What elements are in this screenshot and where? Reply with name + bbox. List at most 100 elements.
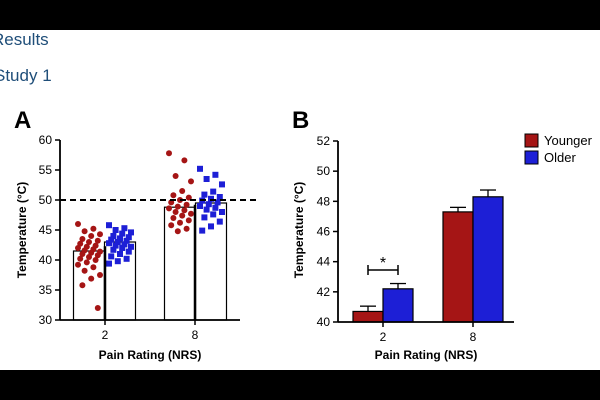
- data-point-younger-2: [81, 228, 88, 235]
- data-point-older-8: [203, 206, 210, 213]
- data-point-younger-2: [97, 231, 103, 238]
- y-tick-label: 55: [39, 163, 53, 177]
- data-point-younger-8: [170, 215, 177, 221]
- data-point-younger-8: [174, 228, 181, 235]
- data-point-older-2: [123, 255, 130, 262]
- data-point-younger-8: [172, 173, 179, 179]
- slide: Results Study 1 A 30 35 40 45 50 55 60 2 8 Pain Ra…: [0, 30, 600, 370]
- data-point-older-8: [212, 204, 219, 211]
- data-point-younger-2: [79, 251, 86, 257]
- bar-older-8: [472, 196, 504, 323]
- y-tick-label-b: 40: [317, 315, 331, 329]
- legend-swatch-older: [524, 150, 539, 165]
- data-point-older-2: [112, 242, 119, 249]
- data-point-younger-2: [77, 255, 84, 262]
- data-point-younger-8: [179, 212, 186, 219]
- data-point-older-2: [128, 243, 134, 250]
- data-point-older-8: [216, 218, 223, 225]
- data-point-younger-8: [179, 188, 186, 194]
- panel-b-label: B: [292, 107, 309, 134]
- significance-star: *: [380, 255, 386, 272]
- data-point-younger-8: [183, 225, 190, 232]
- y-tick-label-b: 44: [317, 255, 331, 269]
- data-point-younger-2: [94, 252, 101, 259]
- data-point-older-8: [210, 211, 217, 218]
- data-point-older-8: [208, 195, 214, 202]
- x-axis-title: Pain Rating (NRS): [99, 348, 202, 362]
- results-heading: Results: [0, 30, 49, 49]
- data-point-older-8: [203, 176, 210, 182]
- data-point-older-2: [106, 222, 112, 229]
- data-point-older-2: [114, 258, 121, 265]
- figure: A 30 35 40 45 50 55 60 2 8 Pain Rating (NRS) Temper…: [14, 107, 593, 362]
- data-point-younger-8: [183, 201, 190, 208]
- panel-a-label: A: [14, 107, 31, 134]
- data-point-younger-2: [83, 259, 90, 266]
- y-tick-label-b: 42: [317, 285, 331, 299]
- y-tick-label-b: 50: [317, 164, 331, 178]
- y-tick-label: 40: [39, 253, 53, 267]
- data-point-younger-8: [168, 222, 175, 229]
- data-point-older-8: [212, 171, 219, 178]
- data-point-older-8: [197, 203, 203, 209]
- y-axis-title: Temperature (°C): [15, 182, 29, 279]
- legend-label-older: Older: [544, 150, 576, 165]
- y-tick-label: 60: [39, 133, 53, 147]
- data-point-younger-8: [185, 217, 192, 224]
- data-point-older-2: [106, 240, 112, 247]
- x-tick-label: 2: [102, 328, 109, 342]
- data-point-older-8: [214, 199, 221, 206]
- data-point-older-2: [112, 227, 119, 233]
- legend-swatch-younger: [524, 133, 539, 148]
- data-point-older-8: [199, 227, 206, 234]
- data-point-younger-2: [79, 282, 86, 289]
- y-tick-label: 30: [39, 313, 53, 327]
- data-point-older-2: [108, 253, 115, 260]
- data-point-older-2: [110, 233, 117, 239]
- legend-label-younger: Younger: [544, 133, 593, 148]
- x-tick-label-b: 8: [470, 330, 477, 344]
- data-point-younger-8: [166, 150, 172, 157]
- data-point-older-2: [117, 251, 123, 257]
- y-axis-title-b: Temperature (°C): [292, 182, 306, 279]
- y-tick-label: 50: [39, 193, 53, 207]
- data-point-older-2: [121, 241, 128, 248]
- data-point-younger-2: [75, 221, 81, 227]
- y-tick-label-b: 48: [317, 194, 331, 208]
- data-point-older-2: [125, 234, 132, 241]
- data-point-older-8: [201, 191, 208, 198]
- data-point-younger-8: [177, 219, 183, 226]
- data-point-younger-2: [75, 261, 81, 268]
- data-point-younger-8: [188, 210, 194, 217]
- data-point-older-2: [110, 246, 117, 253]
- data-point-younger-2: [86, 254, 92, 260]
- data-point-older-2: [119, 245, 126, 251]
- data-point-younger-8: [170, 192, 177, 199]
- data-point-younger-2: [90, 225, 97, 232]
- data-point-older-2: [119, 230, 126, 237]
- data-point-younger-8: [188, 178, 194, 185]
- data-point-younger-2: [94, 305, 101, 311]
- data-point-older-2: [114, 239, 121, 245]
- y-tick-label: 45: [39, 223, 53, 237]
- data-point-younger-8: [166, 205, 172, 212]
- data-point-younger-8: [181, 157, 188, 164]
- data-point-older-2: [125, 248, 132, 255]
- data-point-older-8: [219, 181, 225, 188]
- x-tick-label: 8: [192, 328, 199, 342]
- data-point-older-8: [219, 209, 225, 215]
- bar-older-2: [382, 288, 414, 323]
- data-point-older-2: [121, 225, 128, 232]
- x-tick-label-b: 2: [380, 330, 387, 344]
- data-point-older-8: [197, 165, 203, 172]
- y-tick-label: 35: [39, 283, 53, 297]
- data-point-younger-2: [75, 245, 81, 251]
- y-tick-label-b: 52: [317, 134, 331, 148]
- data-point-younger-2: [90, 264, 97, 271]
- y-tick-label-b: 46: [317, 225, 331, 239]
- data-point-older-8: [208, 223, 214, 230]
- bar-younger-2: [352, 310, 384, 323]
- data-point-younger-2: [88, 233, 95, 239]
- data-point-younger-2: [88, 275, 95, 282]
- data-point-younger-8: [181, 207, 188, 214]
